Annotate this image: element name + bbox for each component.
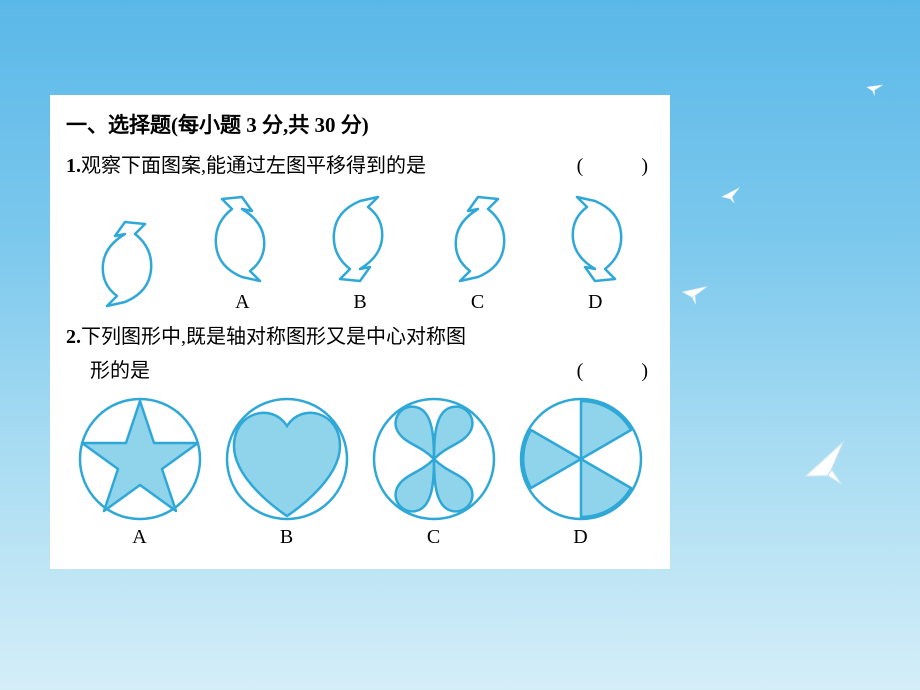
paper-plane-icon [720,185,742,207]
q1-C: C [419,189,537,314]
q1-ref [66,214,184,314]
q1-A: A [184,189,302,314]
q1-opt-A: A [235,291,249,314]
q2-B: B [213,394,360,549]
paper-plane-icon [680,280,708,308]
q1-text: 1.观察下面图案,能通过左图平移得到的是 [66,149,426,183]
q2-opt-B: B [280,526,293,549]
q1-B: B [301,189,419,314]
q1-figures: A B C D [66,189,654,314]
q2-A: A [66,394,213,549]
q2-D: D [507,394,654,549]
q1-opt-C: C [471,291,484,314]
q2-figures: A B C [66,394,654,549]
q2-line2: 形的是 ( ) [66,354,654,388]
question-1: 1.观察下面图案,能通过左图平移得到的是 ( ) [66,149,654,183]
q1-blank: ( ) [577,149,654,183]
paper-plane-icon [800,440,856,496]
worksheet-panel: 一、选择题(每小题 3 分,共 30 分) 1.观察下面图案,能通过左图平移得到… [50,95,670,569]
q1-D: D [536,189,654,314]
q2-opt-D: D [573,526,587,549]
section-header: 一、选择题(每小题 3 分,共 30 分) [66,109,654,139]
question-2: 2.下列图形中,既是轴对称图形又是中心对称图 形的是 ( ) [66,320,654,388]
paper-plane-icon [865,80,883,98]
q2-blank: ( ) [577,354,654,388]
q1-opt-B: B [353,291,366,314]
q2-opt-C: C [427,526,440,549]
q2-opt-A: A [132,526,146,549]
q2-C: C [360,394,507,549]
q2-line1: 2.下列图形中,既是轴对称图形又是中心对称图 [66,320,654,354]
q1-opt-D: D [588,291,602,314]
